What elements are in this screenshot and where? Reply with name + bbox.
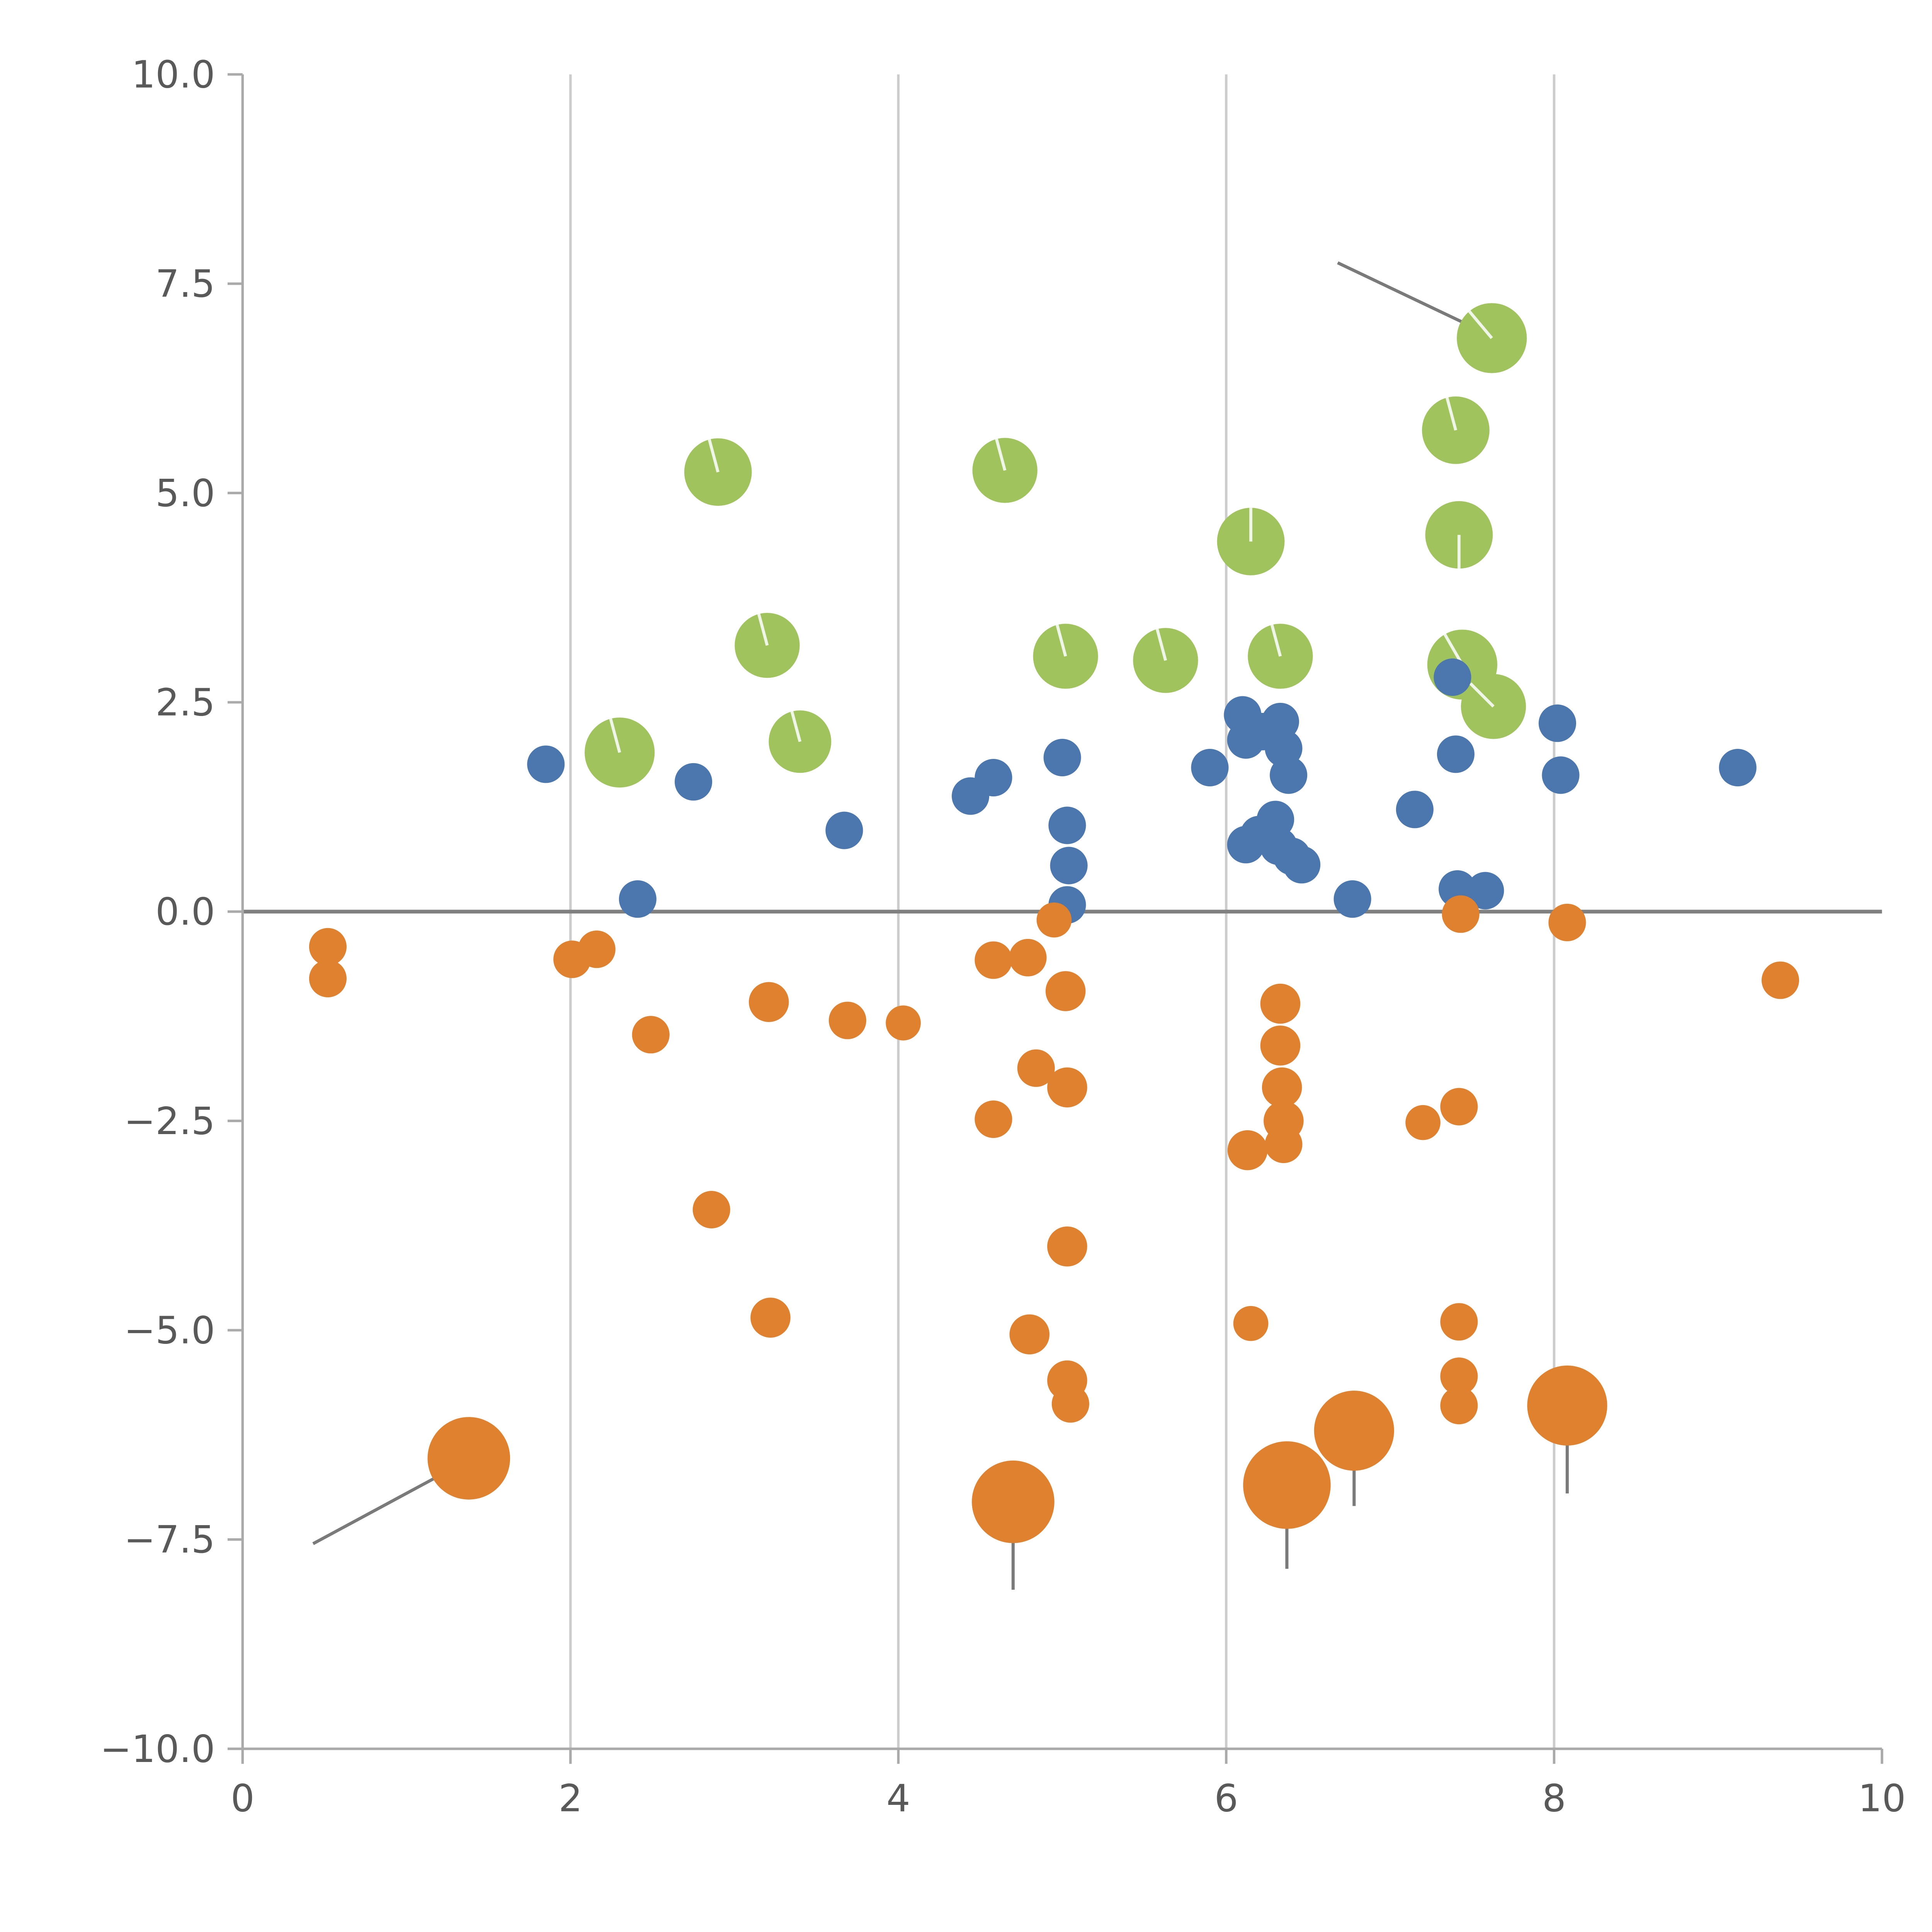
marker-tick xyxy=(757,613,769,646)
point-orange xyxy=(748,982,789,1022)
point-orange xyxy=(1009,939,1047,976)
y-tick-label: −10.0 xyxy=(100,1727,215,1771)
point-orange xyxy=(886,1005,921,1041)
x-tick-label: 2 xyxy=(558,1777,582,1820)
point-orange xyxy=(1047,1226,1087,1267)
marker-tick xyxy=(1443,633,1464,665)
connector-line xyxy=(1337,261,1483,333)
x-tick-label: 8 xyxy=(1542,1777,1566,1820)
point-orange xyxy=(1265,1126,1303,1163)
y-tick-label: −5.0 xyxy=(124,1309,215,1352)
point-orange xyxy=(1047,1067,1087,1108)
point-blue xyxy=(675,763,713,801)
point-orange xyxy=(750,1298,791,1338)
point-blue xyxy=(1283,846,1321,884)
point-orange xyxy=(1442,895,1480,933)
point-orange xyxy=(1017,1049,1055,1087)
point-orange xyxy=(632,1016,670,1054)
marker-tick xyxy=(1446,397,1458,431)
point-blue xyxy=(1538,704,1577,742)
y-tick-label: 10.0 xyxy=(131,53,215,97)
point-orange xyxy=(1260,1026,1301,1066)
point-orange xyxy=(975,941,1012,979)
point-blue xyxy=(619,880,656,918)
x-tick-label: 0 xyxy=(231,1777,255,1820)
x-tick-label: 4 xyxy=(886,1777,910,1820)
point-blue xyxy=(1719,749,1757,787)
point-blue xyxy=(825,811,863,849)
y-tick-label: −2.5 xyxy=(124,1099,215,1143)
point-orange xyxy=(828,1002,866,1039)
y-tick-label: 7.5 xyxy=(155,262,215,306)
point-orange xyxy=(309,928,347,966)
point-orange xyxy=(1440,1387,1478,1425)
point-orange xyxy=(1527,1365,1607,1446)
point-orange xyxy=(1761,961,1799,999)
point-orange xyxy=(1233,1306,1269,1341)
point-blue xyxy=(1466,872,1504,910)
point-orange xyxy=(972,1460,1054,1543)
point-orange xyxy=(1227,1130,1268,1170)
point-blue xyxy=(527,745,565,783)
point-orange xyxy=(1314,1390,1394,1471)
marker-tick xyxy=(707,439,719,473)
marker-tick xyxy=(609,718,621,753)
point-orange xyxy=(1548,903,1586,941)
point-blue xyxy=(1191,749,1229,787)
point-blue xyxy=(1542,756,1580,794)
point-blue xyxy=(1050,847,1088,884)
point-orange xyxy=(1440,1088,1478,1126)
marker-tick xyxy=(1056,624,1067,657)
point-blue xyxy=(1043,739,1081,777)
point-orange xyxy=(1440,1303,1478,1341)
y-tick-label: 5.0 xyxy=(155,471,215,515)
point-orange xyxy=(1243,1441,1331,1529)
x-tick-label: 10 xyxy=(1858,1777,1906,1820)
point-orange xyxy=(975,1100,1012,1138)
point-orange xyxy=(1260,983,1301,1024)
point-orange xyxy=(1036,902,1072,938)
y-tick-label: 2.5 xyxy=(155,681,215,724)
point-blue xyxy=(1048,806,1086,844)
marker-tick xyxy=(1270,624,1282,657)
point-orange xyxy=(1051,1385,1089,1423)
point-orange xyxy=(1045,971,1086,1011)
point-blue xyxy=(1396,791,1434,828)
point-orange xyxy=(1405,1105,1440,1140)
marker-tick xyxy=(1468,310,1493,339)
point-orange xyxy=(578,930,616,968)
point-blue xyxy=(975,759,1012,797)
point-orange xyxy=(427,1417,510,1500)
point-blue xyxy=(1270,756,1308,794)
point-blue xyxy=(1434,658,1471,696)
point-orange xyxy=(309,960,347,998)
point-orange xyxy=(1440,1357,1478,1395)
point-green xyxy=(585,717,655,788)
x-tick-label: 6 xyxy=(1214,1777,1238,1820)
point-green xyxy=(1248,624,1313,689)
point-blue xyxy=(1333,880,1371,918)
point-green xyxy=(1133,628,1198,693)
marker-tick xyxy=(1469,682,1495,708)
marker-tick xyxy=(790,711,802,742)
marker-tick xyxy=(1155,628,1167,661)
point-orange xyxy=(1262,1067,1302,1108)
marker-tick xyxy=(995,439,1007,471)
y-tick-label: 0.0 xyxy=(155,890,215,934)
point-blue xyxy=(1437,735,1475,773)
point-orange xyxy=(692,1191,730,1229)
y-tick-label: −7.5 xyxy=(124,1518,215,1561)
point-orange xyxy=(1009,1314,1050,1355)
